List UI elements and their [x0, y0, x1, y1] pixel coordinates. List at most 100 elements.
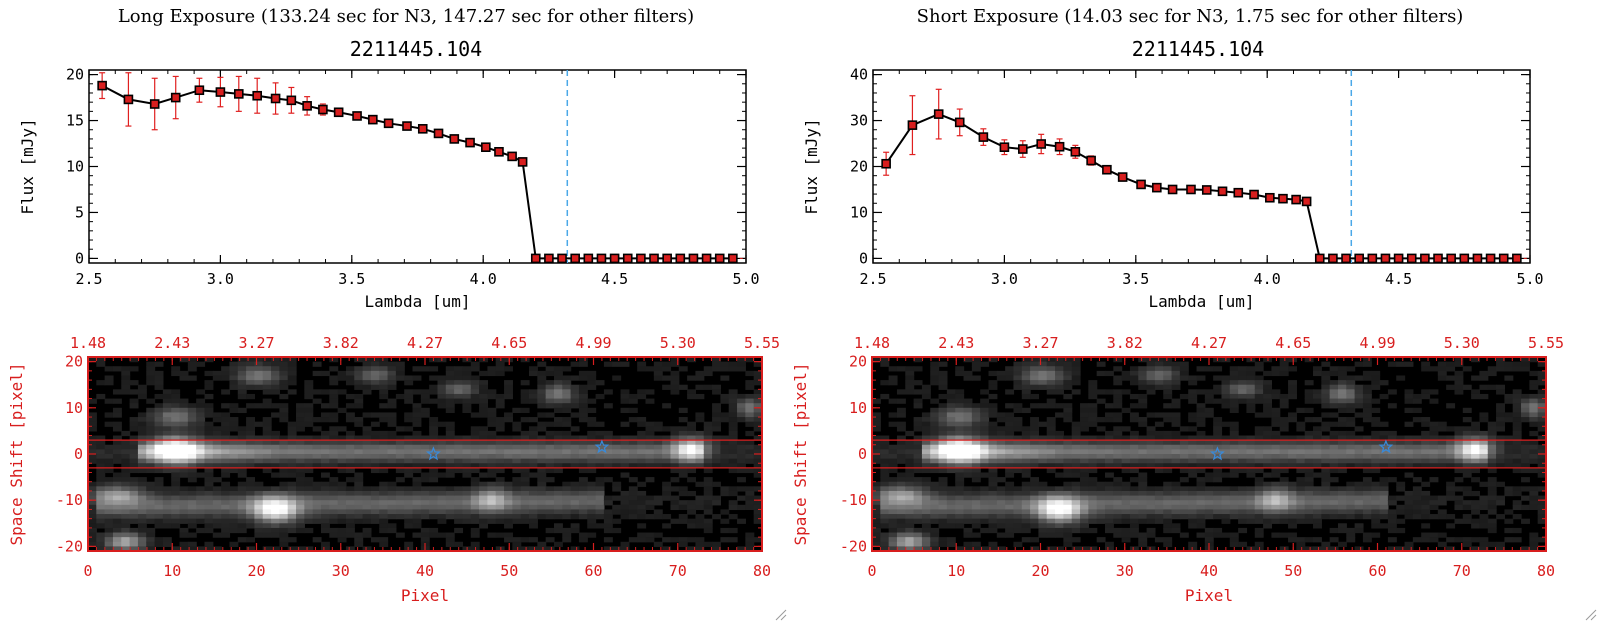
- data-point: [1152, 182, 1162, 193]
- y-tick-label: 10: [65, 399, 83, 417]
- star-marker-icon: [594, 439, 610, 454]
- x-tick-label: 0: [83, 562, 92, 580]
- y-tick-label: 15: [66, 112, 84, 130]
- data-point: [1291, 194, 1301, 205]
- data-point: [1380, 253, 1391, 264]
- data-point: [1249, 189, 1259, 200]
- data-point: [465, 137, 475, 148]
- data-point: [544, 253, 554, 264]
- data-point: [252, 90, 262, 101]
- top-wavelength-label: 4.27: [407, 334, 443, 352]
- x-tick-label: 80: [1537, 562, 1555, 580]
- data-point: [1314, 253, 1325, 264]
- data-point: [954, 117, 965, 128]
- data-point: [1472, 253, 1483, 264]
- top-wavelength-label: 5.55: [744, 334, 780, 352]
- y-tick-label: -10: [840, 491, 867, 509]
- x-tick-label: 50: [500, 562, 518, 580]
- data-point: [352, 111, 362, 121]
- data-point: [1406, 253, 1417, 264]
- data-point: [649, 253, 659, 264]
- x-tick-label: 40: [416, 562, 434, 580]
- data-point: [583, 253, 594, 264]
- data-point: [507, 151, 517, 162]
- data-point: [1301, 196, 1312, 207]
- y-tick-label: 20: [66, 66, 84, 84]
- x-axis-label: Pixel: [1185, 586, 1233, 605]
- resize-grip-icon[interactable]: [775, 609, 787, 621]
- y-tick-label: 40: [850, 66, 868, 84]
- data-point: [1017, 144, 1028, 154]
- data-point: [701, 253, 712, 264]
- data-point: [688, 253, 699, 264]
- short-exposure-spectrum-image: 0 10 20 30 40 50 60 70 80 1.48 2.43 3.27 3.82 4.27 4.6…: [791, 334, 1564, 605]
- plot-frame: [872, 69, 1531, 264]
- x-tick-label: 10: [947, 562, 965, 580]
- data-point: [978, 132, 989, 142]
- y-tick-label: -20: [840, 537, 867, 555]
- data-point: [368, 114, 378, 125]
- x-tick-label: 40: [1200, 562, 1218, 580]
- top-wavelength-label: 4.99: [1359, 334, 1395, 352]
- data-point: [557, 253, 567, 264]
- data-point: [481, 142, 491, 152]
- y-tick-label: 0: [859, 249, 868, 267]
- y-tick-label: 20: [850, 158, 868, 176]
- y-tick-label: 10: [66, 158, 84, 176]
- data-point: [1054, 141, 1065, 152]
- data-point: [1446, 253, 1456, 264]
- data-point: [1265, 192, 1275, 203]
- spectrum-pixels: [872, 357, 1547, 552]
- plot-frame: [88, 69, 747, 264]
- top-wavelength-label: 2.43: [154, 334, 190, 352]
- x-axis-label: Lambda [um]: [365, 292, 471, 311]
- long-exposure-spectrum-image: 0 10 20 30 40 50 60 70 80 1.48 2.43 3.27 3.82 4.27 4.6…: [7, 334, 780, 605]
- data-point: [1136, 179, 1146, 190]
- y-axis-label: Space Shift [pixel]: [791, 362, 810, 545]
- x-tick-label: 30: [1116, 562, 1134, 580]
- data-point: [494, 146, 504, 157]
- data-point: [596, 253, 607, 264]
- data-point: [714, 253, 725, 264]
- data-point: [402, 121, 412, 131]
- y-tick-label: 10: [850, 203, 868, 221]
- star-marker-icon: [1209, 446, 1225, 461]
- resize-grip-icon[interactable]: [1585, 609, 1597, 621]
- y-tick-label: 20: [65, 353, 83, 371]
- x-tick-label: 20: [247, 562, 265, 580]
- data-point: [636, 253, 646, 264]
- data-point: [333, 107, 344, 118]
- data-point: [1512, 253, 1522, 264]
- x-tick-label: 30: [332, 562, 350, 580]
- data-point: [123, 94, 134, 105]
- data-point: [609, 253, 620, 264]
- long-exposure-header: Long Exposure (133.24 sec for N3, 147.27…: [118, 6, 694, 27]
- long-plot-title: 2211445.104: [350, 37, 482, 61]
- top-wavelength-label: 4.65: [1275, 334, 1311, 352]
- short-plot-title: 2211445.104: [1132, 37, 1264, 61]
- data-point: [1498, 253, 1509, 264]
- data-point: [194, 85, 205, 96]
- top-wavelength-label: 5.30: [660, 334, 696, 352]
- y-tick-label: 0: [75, 249, 84, 267]
- x-tick-label: 0: [867, 562, 876, 580]
- x-tick-label: 4.0: [470, 270, 497, 288]
- series-line: [101, 84, 733, 260]
- data-point: [433, 128, 444, 139]
- long-exposure-flux-plot: 2.5 3.0 3.5 4.0 4.5 5.0 0 5 10 15 20 Lambda [um] Flu…: [18, 66, 760, 311]
- y-tick-label: 10: [849, 399, 867, 417]
- data-point: [1217, 186, 1228, 197]
- data-point: [1393, 253, 1404, 264]
- data-point: [233, 89, 244, 99]
- top-wavelength-label: 5.55: [1528, 334, 1564, 352]
- data-point: [1354, 253, 1364, 264]
- data-point: [215, 87, 226, 97]
- top-wavelength-label: 1.48: [854, 334, 890, 352]
- data-point: [675, 253, 686, 264]
- data-point: [999, 142, 1010, 152]
- y-tick-label: 0: [74, 445, 83, 463]
- data-point: [1186, 184, 1196, 195]
- data-point: [517, 157, 528, 167]
- data-point: [881, 158, 891, 169]
